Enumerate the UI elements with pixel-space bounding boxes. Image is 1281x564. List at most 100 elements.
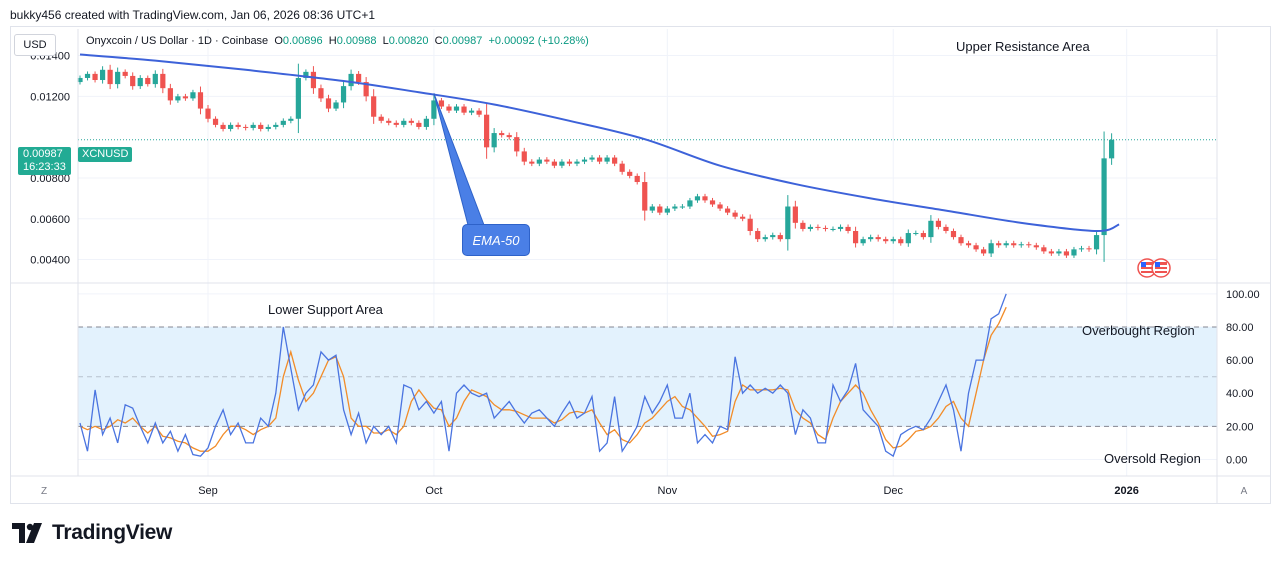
candle-body <box>371 96 377 117</box>
candle-body <box>574 161 580 164</box>
candle-body <box>860 239 866 244</box>
candle <box>634 173 640 185</box>
candle <box>115 67 121 89</box>
candle-body <box>657 206 663 213</box>
candle <box>536 157 542 167</box>
candle <box>702 193 708 203</box>
candle <box>687 197 693 209</box>
candle <box>378 114 384 124</box>
candle-body <box>800 222 806 229</box>
legend-close-label: C <box>434 35 443 47</box>
candle-body <box>137 77 143 87</box>
candle <box>717 202 723 211</box>
candle-body <box>243 126 249 128</box>
candle-body <box>981 249 987 254</box>
candle-body <box>777 235 783 240</box>
candle <box>446 104 452 114</box>
currency-button[interactable]: USD <box>14 34 56 56</box>
candle-body <box>544 159 550 162</box>
candle <box>747 214 753 236</box>
legend-open-label: O <box>274 35 283 47</box>
candle <box>77 75 83 85</box>
candle <box>288 116 294 124</box>
candle-body <box>596 157 603 162</box>
candle <box>988 239 994 258</box>
candle <box>273 122 279 130</box>
candle-body <box>182 96 189 99</box>
candle <box>408 118 414 126</box>
candle <box>1011 240 1017 248</box>
candle-body <box>875 237 881 240</box>
candle <box>792 200 798 229</box>
candle-body <box>152 73 158 85</box>
candle-body <box>755 230 761 240</box>
candle <box>393 120 399 128</box>
candle-body <box>920 233 926 238</box>
candle-body <box>709 200 716 205</box>
candle <box>190 89 196 101</box>
candle <box>943 224 949 234</box>
candle-body <box>807 226 814 229</box>
auto-scale-button[interactable]: A <box>1240 485 1248 497</box>
candle-body <box>408 120 414 123</box>
candle-body <box>988 243 994 254</box>
timezone-button[interactable]: Z <box>40 485 48 497</box>
candles <box>77 63 1115 262</box>
candle-body <box>431 100 437 119</box>
legend-change: +0.00092 (+10.28%) <box>488 35 589 47</box>
candle-body <box>928 220 934 238</box>
candle-body <box>295 77 301 119</box>
candle <box>679 204 685 209</box>
candle-body <box>830 228 836 230</box>
candle <box>348 69 354 91</box>
candle <box>1101 131 1107 262</box>
candle-body <box>770 235 776 238</box>
candle-body <box>1078 248 1085 250</box>
candle-body <box>965 243 972 246</box>
candle-body <box>837 226 844 229</box>
candle <box>363 77 369 102</box>
candle <box>574 159 580 167</box>
candle <box>965 240 972 248</box>
candle <box>499 130 505 138</box>
candle <box>228 122 234 132</box>
candle <box>137 75 143 89</box>
candle-body <box>529 161 535 164</box>
candle <box>657 204 663 216</box>
legend-low: 0.00820 <box>388 35 429 47</box>
candle <box>950 228 957 240</box>
candle-body <box>190 92 196 99</box>
candle <box>898 236 904 246</box>
candle <box>815 224 821 231</box>
candle <box>461 104 467 116</box>
candle-body <box>378 116 384 121</box>
candle-body <box>913 233 919 235</box>
candle <box>724 206 731 216</box>
candle <box>642 172 648 221</box>
candle <box>1018 241 1024 248</box>
symbol-badge: XCNUSD <box>78 147 133 162</box>
candle-body <box>356 73 362 83</box>
candle <box>438 97 445 109</box>
candle <box>386 118 392 126</box>
candle <box>152 70 158 88</box>
candle-body <box>484 114 490 148</box>
candle-body <box>1011 243 1017 246</box>
candle-body <box>792 206 798 223</box>
candle-body <box>453 106 460 111</box>
bar-countdown: 16:23:33 <box>23 161 66 173</box>
ohlc-legend: Onyxcoin / US Dollar · 1D · Coinbase O0.… <box>86 35 589 47</box>
candle-body <box>619 163 625 172</box>
candle <box>755 228 761 243</box>
candle <box>732 210 738 220</box>
event-flags[interactable] <box>1137 258 1171 278</box>
candle-body <box>348 73 354 87</box>
candle-body <box>197 92 204 109</box>
candle-body <box>1026 244 1032 246</box>
candle <box>371 89 377 124</box>
candle-body <box>468 110 475 113</box>
candle-body <box>852 230 859 244</box>
candle <box>453 104 460 114</box>
candle-body <box>167 88 173 101</box>
